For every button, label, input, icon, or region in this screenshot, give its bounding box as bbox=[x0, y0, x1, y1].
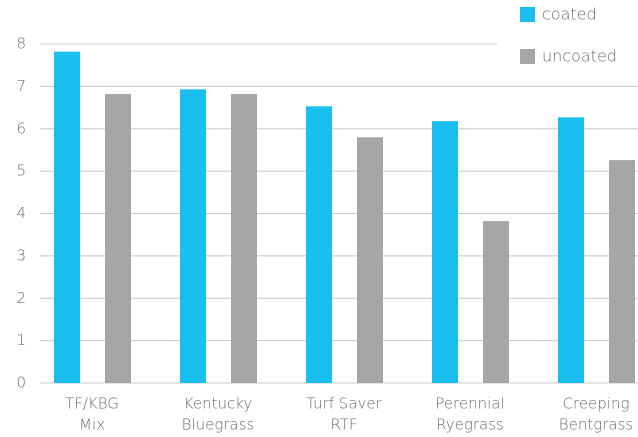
x-tick-label: TF/KBG bbox=[65, 395, 119, 413]
bar bbox=[483, 221, 509, 383]
bar bbox=[558, 117, 584, 383]
legend-swatch bbox=[520, 49, 535, 64]
y-tick-label: 1 bbox=[16, 331, 26, 349]
x-tick-label: Bluegrass bbox=[182, 416, 255, 434]
y-tick-label: 5 bbox=[16, 162, 26, 180]
x-tick-label: Perennial bbox=[435, 395, 504, 413]
legend-label: uncoated bbox=[542, 47, 617, 66]
y-tick-label: 2 bbox=[16, 289, 26, 307]
legend-swatch bbox=[520, 7, 535, 22]
bar bbox=[105, 94, 131, 383]
y-tick-label: 7 bbox=[16, 77, 26, 95]
y-tick-label: 0 bbox=[16, 374, 26, 392]
y-tick-label: 3 bbox=[16, 246, 26, 264]
bar bbox=[357, 137, 383, 383]
bar bbox=[609, 160, 635, 383]
x-tick-label: Turf Saver bbox=[306, 395, 382, 413]
x-tick-label: Creeping bbox=[563, 395, 630, 413]
x-tick-label: RTF bbox=[330, 416, 357, 434]
x-tick-label: Bentgrass bbox=[559, 416, 633, 434]
bar bbox=[180, 89, 206, 383]
x-tick-label: Ryegrass bbox=[436, 416, 504, 434]
y-tick-label: 8 bbox=[16, 35, 26, 53]
y-tick-label: 6 bbox=[16, 119, 26, 137]
x-tick-label: Kentucky bbox=[184, 395, 253, 413]
y-tick-label: 4 bbox=[16, 204, 26, 222]
x-tick-label: Mix bbox=[79, 416, 105, 434]
legend-label: coated bbox=[542, 5, 597, 24]
bar bbox=[432, 121, 458, 383]
bar bbox=[306, 106, 332, 383]
bar bbox=[231, 94, 257, 383]
bar bbox=[54, 51, 80, 383]
